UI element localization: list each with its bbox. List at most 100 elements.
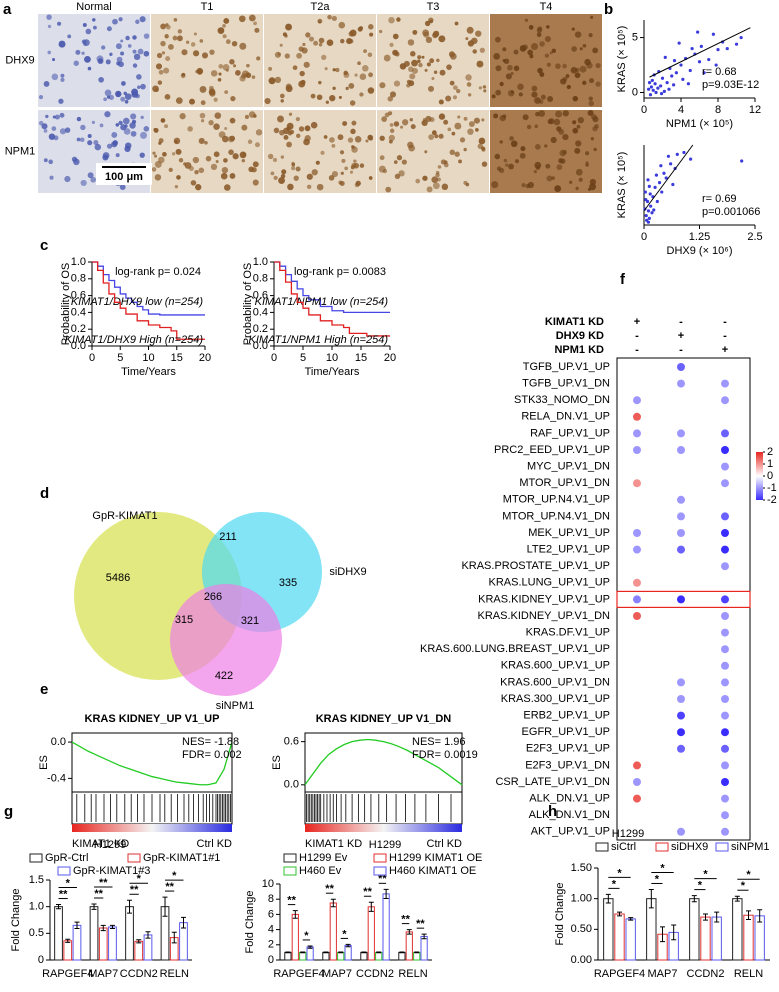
ihc-cell [349,100,356,106]
ihc-cell [109,52,113,56]
ihc-cell [305,32,311,38]
ihc-cell [453,85,458,90]
ihc-cell [274,76,282,84]
ihc-cell [132,63,138,68]
ihc-cell [120,51,125,56]
legend-swatch [283,853,297,863]
error-bar [757,909,763,923]
point [686,82,691,86]
ihc-cell [508,163,515,170]
error-bar [414,951,420,954]
legend-label: H1299 KIMAT1 OE [389,852,482,864]
x-tick-label: 12 [749,104,761,116]
subtitle: H1299 [369,839,401,851]
x-axis-label: Time/Years [305,366,360,378]
x-tick-label: 5 [117,352,123,364]
error-bar [74,921,80,930]
point [667,87,671,91]
ihc-cell [327,14,332,20]
ihc-cell [398,170,405,177]
ihc-cell [466,26,474,34]
region-count: 315 [175,614,193,626]
ihc-cell [354,136,362,143]
ihc-cell [118,120,123,126]
x-tick-label: CCDN2 [120,968,158,980]
row-label: TGFB_UP.V1_UP [523,361,610,373]
ihc-cell [98,76,104,83]
ihc-cell [510,90,515,94]
ihc-cell [451,131,456,136]
ihc-cell [367,134,373,141]
bar [743,914,754,961]
y-tick-label: 1.50 [571,862,592,874]
significance-label: * [342,928,347,940]
dot [677,379,685,388]
ihc-cell [338,21,346,29]
point [690,46,694,51]
ihc-cell [303,61,310,68]
ihc-cell [562,63,567,69]
ihc-cell [194,169,199,175]
dot [721,562,729,571]
ihc-cell [299,70,305,77]
point [665,81,669,85]
bar [382,893,390,961]
y-tick-label: 1.0 [71,256,86,268]
ihc-cell [351,145,355,149]
bar [344,945,352,961]
ihc-cell [181,49,188,56]
y-tick-label: 0.4 [71,306,86,318]
ihc-cell [406,79,411,84]
ihc-cell [431,77,435,81]
point [707,57,711,62]
row-label: ALK_DN.V1_UP [529,793,610,805]
y-axis-label: ES [271,755,283,770]
panel-label: c [40,237,48,254]
y-tick-label: 0.5 [29,927,44,939]
dot [721,462,729,471]
ihc-cell [217,27,225,35]
panel-label: b [604,1,613,18]
x-tick-label: 10 [142,352,154,364]
ihc-cell [192,50,200,57]
point [677,41,681,45]
ihc-cell [513,65,520,72]
ihc-cell [171,152,176,156]
point [663,55,667,59]
ihc-cell [331,15,337,22]
point [674,71,678,75]
dot [633,595,641,604]
bar [700,916,711,961]
ihc-cell [441,183,449,191]
ihc-cell [359,73,367,80]
significance-label: ** [378,873,387,885]
dot [721,794,729,803]
ihc-cell [353,159,357,163]
significance-label: * [617,867,622,879]
point [659,92,664,96]
ihc-cell [295,166,301,172]
ihc-cell [311,169,318,176]
dot [633,778,641,786]
ihc-cell [589,183,597,191]
ihc-cell [104,89,112,97]
ihc-cell [116,56,123,63]
ihc-cell [292,65,298,71]
ihc-cell [80,179,87,187]
ihc-cell [124,93,132,100]
row-label: E2F3_UP.V1_DN [525,759,610,771]
ihc-cell [278,177,285,184]
left-label: KIMAT1 KD [72,838,129,850]
ihc-cell [481,161,488,167]
ihc-cell [154,174,162,181]
condition-sign: - [723,316,727,328]
ihc-cell [196,67,204,75]
ihc-cell [247,139,253,145]
dot [677,363,685,371]
ihc-cell [562,149,568,155]
error-bar [91,903,97,910]
ihc-image [151,110,263,193]
ihc-cell [111,132,118,138]
point [716,48,720,52]
ihc-cell [452,95,458,100]
